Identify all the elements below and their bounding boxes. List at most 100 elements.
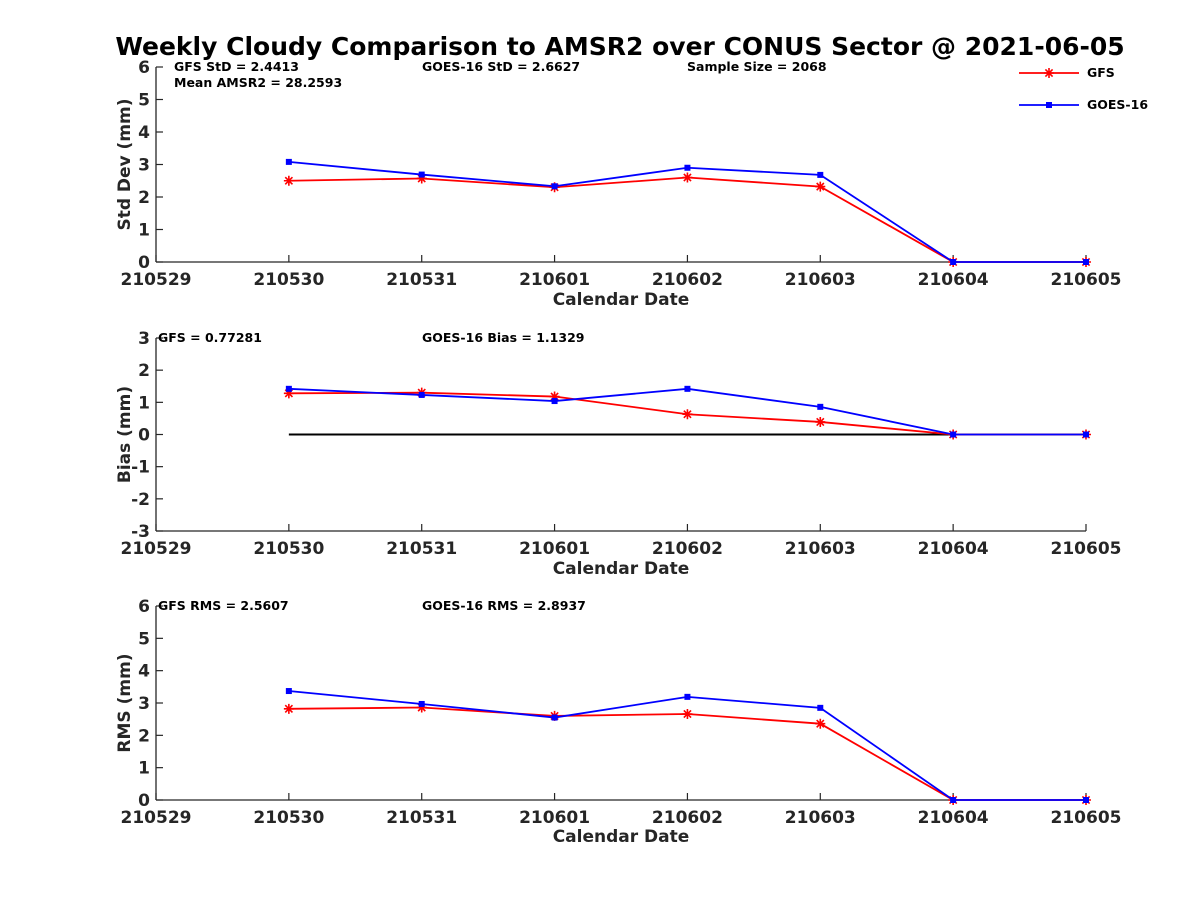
- data-point-gfs: [283, 703, 294, 714]
- stat-annotation: GFS StD = 2.4413: [174, 59, 299, 74]
- legend-label: GOES-16: [1087, 97, 1148, 112]
- y-tick-label: -1: [131, 458, 150, 478]
- x-tick-label: 210601: [519, 808, 590, 828]
- x-tick-label: 210531: [386, 270, 457, 290]
- data-point-goes-16: [1083, 797, 1089, 803]
- x-tick-label: 210603: [785, 808, 856, 828]
- data-point-goes-16: [1083, 431, 1089, 438]
- y-tick-label: 4: [138, 123, 150, 143]
- x-tick-label: 210601: [519, 270, 590, 290]
- data-point-gfs: [682, 409, 693, 420]
- x-axis-label: Calendar Date: [553, 827, 690, 847]
- data-point-goes-16: [418, 391, 425, 398]
- y-tick-label: 0: [138, 426, 150, 446]
- x-tick-label: 210530: [253, 270, 324, 290]
- x-tick-label: 210605: [1051, 270, 1122, 290]
- x-tick-label: 210604: [918, 539, 989, 559]
- x-axis-label: Calendar Date: [553, 559, 690, 579]
- x-tick-label: 210603: [785, 270, 856, 290]
- stat-annotation: GOES-16 StD = 2.6627: [422, 59, 580, 74]
- y-tick-label: 1: [138, 221, 150, 241]
- y-tick-label: 4: [138, 662, 150, 682]
- x-tick-label: 210530: [253, 808, 324, 828]
- y-tick-label: -2: [131, 490, 150, 510]
- x-tick-label: 210601: [519, 539, 590, 559]
- y-axis-label: Std Dev (mm): [115, 98, 135, 230]
- data-point-goes-16: [285, 385, 292, 392]
- data-point-gfs: [682, 172, 693, 183]
- legend-label: GFS: [1087, 65, 1115, 80]
- stat-annotation: Mean AMSR2 = 28.2593: [174, 75, 342, 90]
- y-tick-label: 5: [138, 91, 150, 111]
- stat-annotation: GOES-16 Bias = 1.1329: [422, 330, 584, 345]
- data-point-goes-16: [551, 183, 558, 190]
- data-point-gfs: [815, 416, 826, 427]
- series-line-gfs: [288, 706, 1086, 801]
- data-point-goes-16: [950, 259, 957, 265]
- std-dev-panel: 0 1 2 3 4 5 6 210529 210530 210531 210601 210602 210…: [115, 58, 1121, 310]
- stat-annotation: GOES-16 RMS = 2.8937: [422, 598, 586, 613]
- legend-marker: [1044, 68, 1054, 78]
- y-tick-label: 0: [138, 253, 150, 273]
- data-point-goes-16: [684, 164, 691, 171]
- data-point-goes-16: [817, 403, 824, 410]
- x-tick-label: 210602: [652, 539, 723, 559]
- stat-annotation: GFS = 0.77281: [158, 330, 262, 345]
- data-point-goes-16: [418, 171, 425, 178]
- bias-panel: -3 -2 -1 0 1 2 3 210529 210530 210531 210601 210602…: [115, 329, 1121, 579]
- x-tick-label: 210604: [918, 808, 989, 828]
- data-point-gfs: [283, 388, 294, 399]
- rms-panel: 0 1 2 3 4 5 6 210529 210530 210531 210601 210602 210…: [115, 597, 1121, 847]
- data-point-goes-16: [285, 158, 292, 165]
- legend: GFS GOES-16: [1019, 65, 1148, 112]
- y-tick-label: 3: [138, 329, 150, 349]
- x-tick-label: 210602: [652, 270, 723, 290]
- data-point-goes-16: [950, 431, 957, 438]
- data-point-goes-16: [285, 688, 292, 695]
- y-tick-label: 3: [138, 694, 150, 714]
- data-point-gfs: [416, 173, 427, 184]
- data-point-goes-16: [684, 385, 691, 392]
- x-tick-label: 210530: [253, 539, 324, 559]
- x-tick-label: 210529: [121, 270, 192, 290]
- data-point-goes-16: [418, 700, 425, 707]
- x-tick-label: 210603: [785, 539, 856, 559]
- x-tick-label: 210531: [386, 539, 457, 559]
- x-axis-label: Calendar Date: [553, 290, 690, 310]
- x-tick-label: 210529: [121, 808, 192, 828]
- y-tick-label: 2: [138, 361, 150, 381]
- y-tick-label: 6: [138, 597, 150, 617]
- x-tick-label: 210531: [386, 808, 457, 828]
- x-tick-label: 210605: [1051, 539, 1122, 559]
- data-point-goes-16: [817, 704, 824, 711]
- data-point-gfs: [682, 708, 693, 719]
- data-point-goes-16: [950, 797, 957, 803]
- chart-title: Weekly Cloudy Comparison to AMSR2 over C…: [115, 32, 1124, 61]
- y-tick-label: 1: [138, 393, 150, 413]
- data-point-gfs: [815, 718, 826, 729]
- data-point-goes-16: [817, 171, 824, 178]
- y-axis-label: Bias (mm): [115, 386, 135, 483]
- data-point-gfs: [815, 181, 826, 192]
- data-point-goes-16: [551, 714, 558, 721]
- stat-annotation: GFS RMS = 2.5607: [158, 598, 289, 613]
- x-tick-label: 210602: [652, 808, 723, 828]
- stat-annotation: Sample Size = 2068: [687, 59, 827, 74]
- data-point-goes-16: [684, 693, 691, 700]
- x-tick-label: 210605: [1051, 808, 1122, 828]
- y-axis-label: RMS (mm): [115, 653, 135, 752]
- legend-marker: [1046, 102, 1052, 108]
- y-tick-label: 3: [138, 156, 150, 176]
- x-tick-label: 210604: [918, 270, 989, 290]
- x-tick-label: 210529: [121, 539, 192, 559]
- y-tick-label: 2: [138, 726, 150, 746]
- data-point-goes-16: [551, 398, 558, 405]
- y-tick-label: 5: [138, 629, 150, 649]
- series-line-gfs: [288, 176, 1086, 263]
- data-point-gfs: [283, 175, 294, 186]
- data-point-goes-16: [1083, 259, 1089, 265]
- y-tick-label: 1: [138, 759, 150, 779]
- y-tick-label: -3: [131, 522, 150, 542]
- y-tick-label: 0: [138, 791, 150, 811]
